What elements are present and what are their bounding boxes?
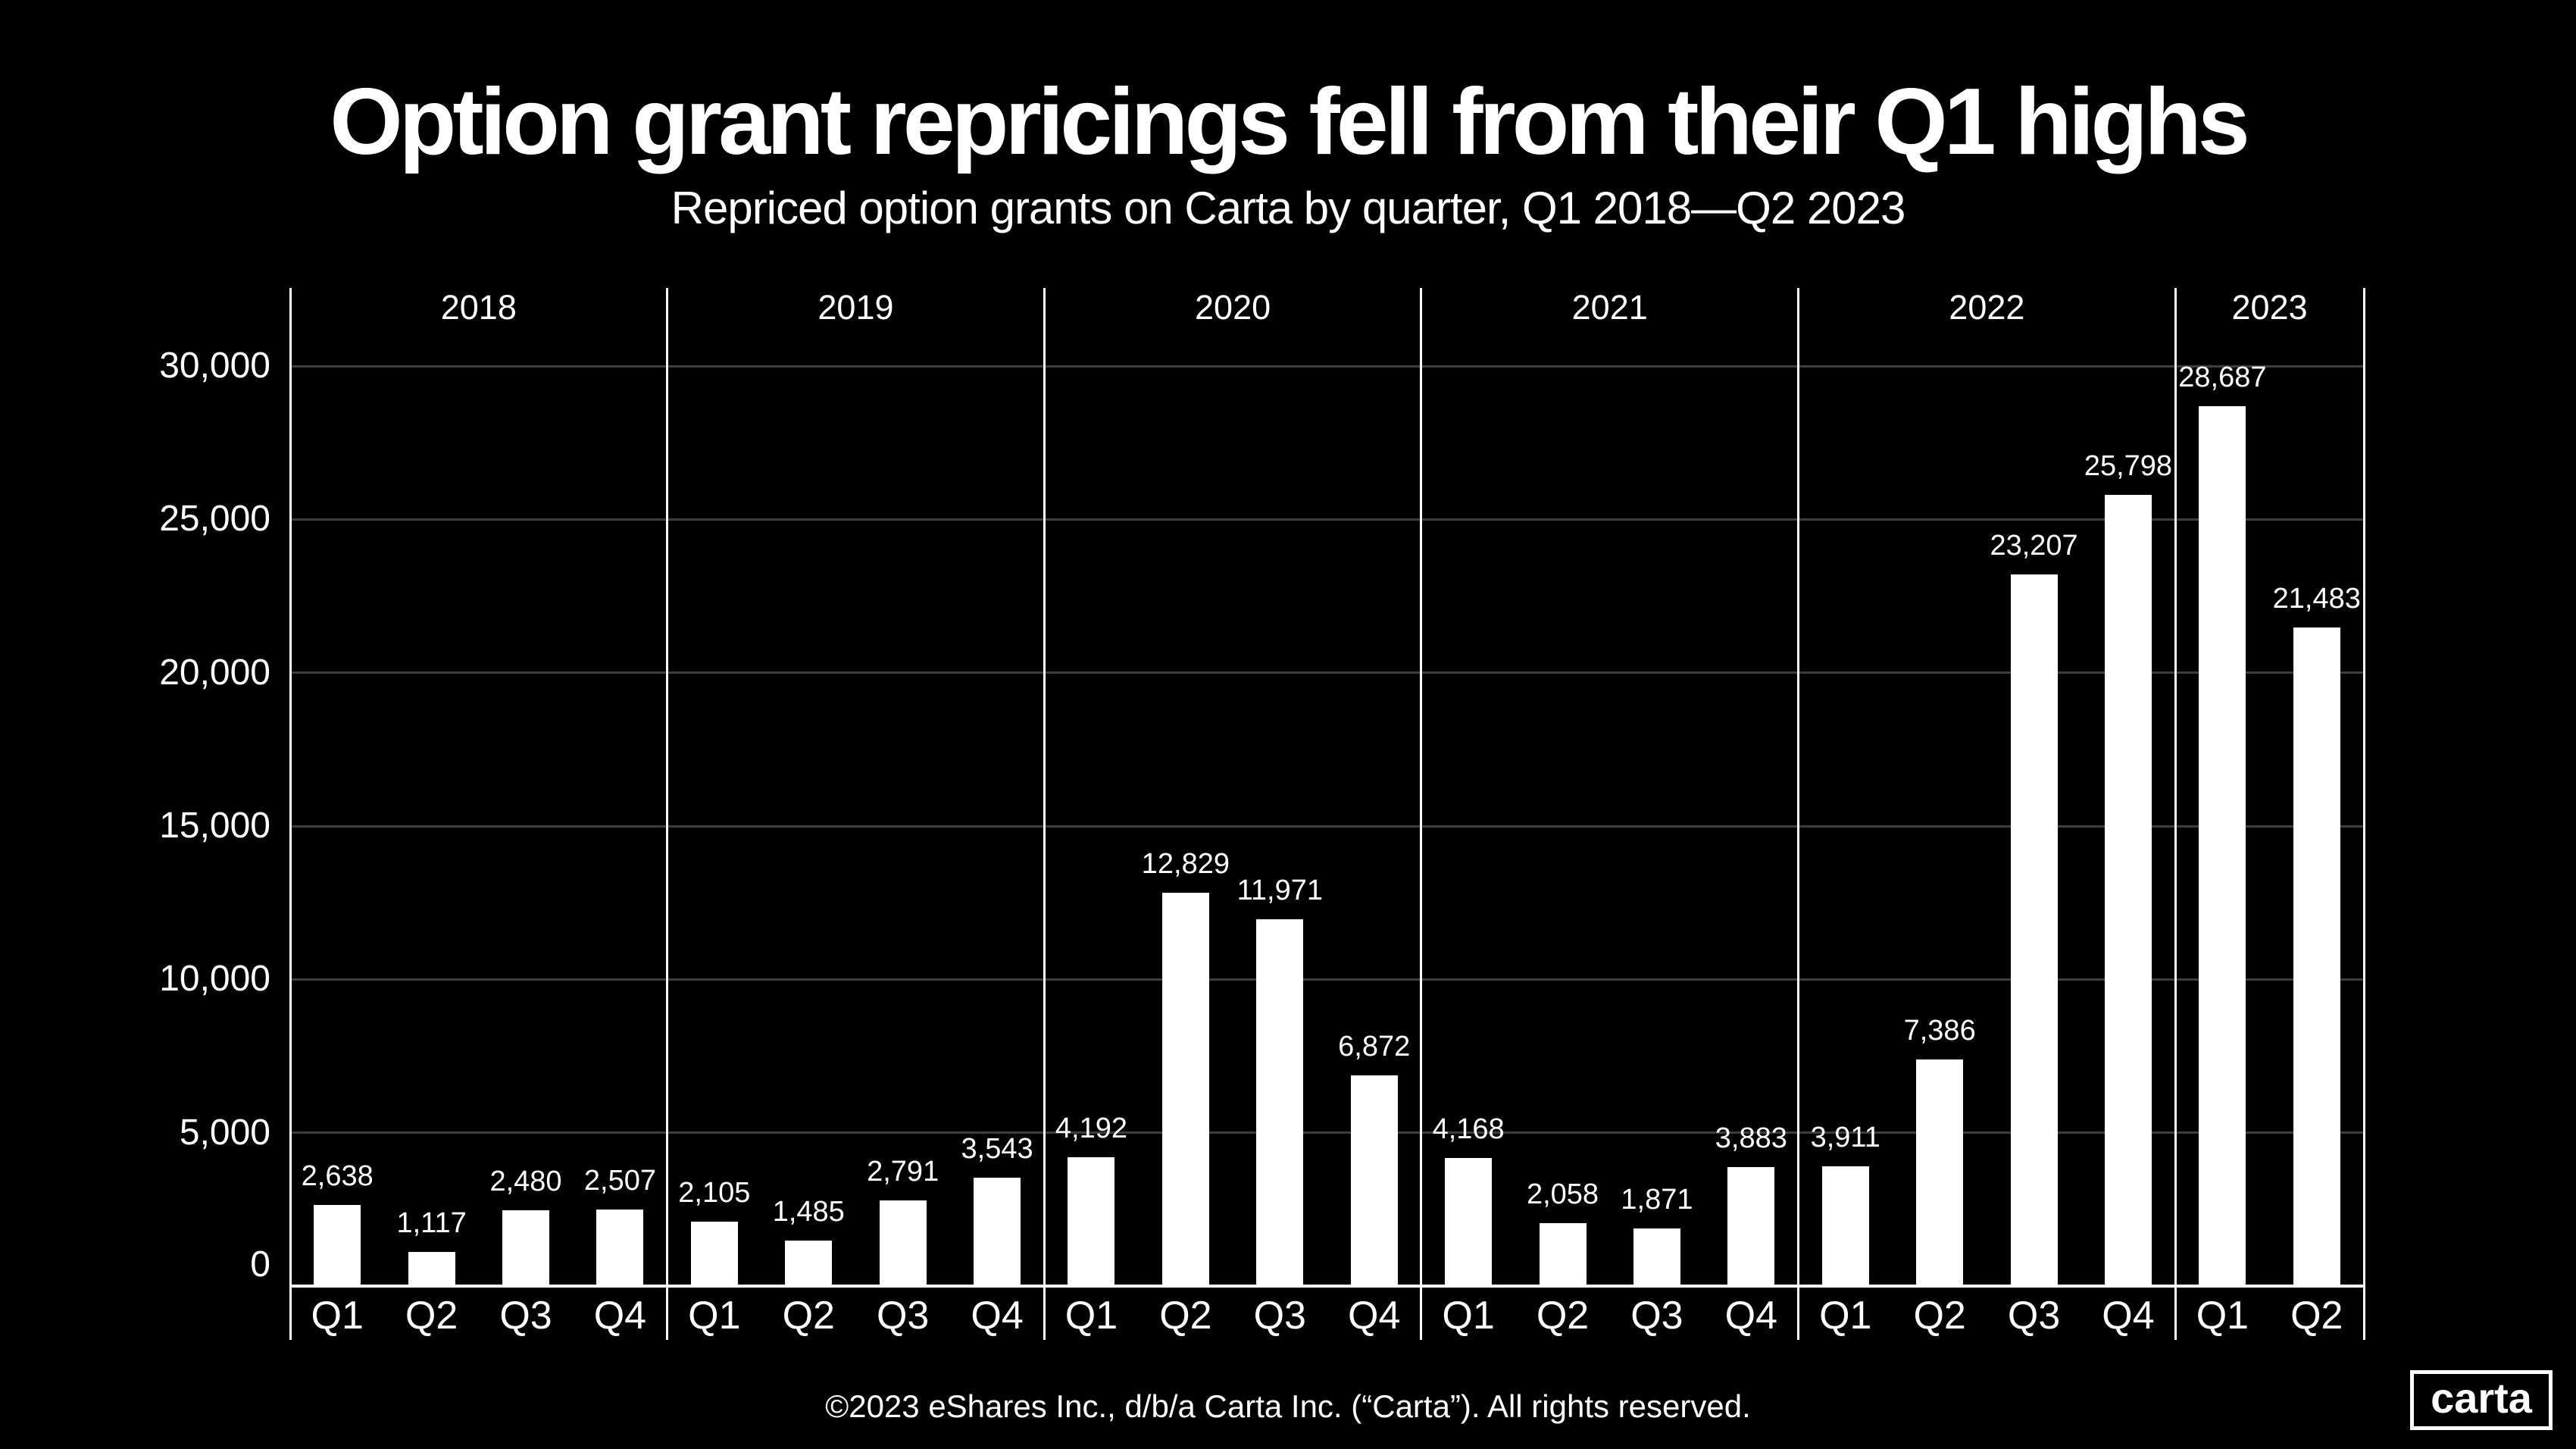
x-axis-tick-label: Q1 <box>1442 1294 1495 1338</box>
year-separator-line <box>1797 288 1800 1340</box>
year-label: 2019 <box>818 288 894 327</box>
bar-value-label: 1,485 <box>772 1196 845 1228</box>
bar-2021-Q3 <box>1633 1228 1680 1286</box>
bar-value-label: 2,638 <box>301 1160 374 1192</box>
bar-2019-Q2 <box>785 1241 833 1286</box>
bar-2018-Q2 <box>408 1252 455 1286</box>
bar-value-label: 7,386 <box>1903 1015 1976 1047</box>
year-separator-line <box>1420 288 1423 1340</box>
x-axis-tick-label: Q4 <box>1724 1294 1778 1338</box>
y-axis-tick-label: 20,000 <box>159 652 270 693</box>
bar-value-label: 11,971 <box>1236 875 1323 906</box>
bar-2019-Q1 <box>690 1222 738 1286</box>
bar-value-label: 4,168 <box>1432 1113 1505 1145</box>
grid-line <box>290 365 2364 368</box>
bar-2020-Q3 <box>1256 919 1304 1286</box>
bar-2018-Q3 <box>502 1210 550 1286</box>
bar-2022-Q1 <box>1821 1166 1869 1286</box>
y-axis-tick-label: 5,000 <box>179 1112 270 1153</box>
bar-value-label: 25,798 <box>2084 450 2173 482</box>
x-axis-tick-label: Q2 <box>2290 1294 2343 1338</box>
bar-value-label: 2,507 <box>583 1165 656 1197</box>
x-axis-tick-label: Q3 <box>2007 1294 2061 1338</box>
carta-logo: carta <box>2410 1370 2553 1430</box>
carta-logo-text: carta <box>2431 1374 2532 1422</box>
grid-line <box>290 518 2364 521</box>
y-axis-tick-label: 15,000 <box>159 806 270 846</box>
bar-2020-Q4 <box>1350 1075 1398 1286</box>
y-axis-tick-label: 10,000 <box>159 959 270 1000</box>
page-title: Option grant repricings fell from their … <box>330 70 2250 174</box>
bar-value-label: 2,480 <box>489 1166 562 1197</box>
x-axis-tick-label: Q4 <box>1348 1294 1401 1338</box>
x-axis-tick-label: Q2 <box>1536 1294 1590 1338</box>
x-axis-tick-label: Q3 <box>499 1294 552 1338</box>
year-separator-line <box>666 288 669 1340</box>
bar-2022-Q3 <box>2010 574 2058 1286</box>
x-axis-tick-label: Q2 <box>782 1294 835 1338</box>
year-label: 2020 <box>1195 288 1271 327</box>
x-axis-line <box>290 1285 2364 1288</box>
bar-value-label: 3,911 <box>1810 1122 1880 1153</box>
x-axis-tick-label: Q4 <box>2102 1294 2155 1338</box>
x-axis-tick-label: Q2 <box>1913 1294 1966 1338</box>
bar-value-label: 4,192 <box>1055 1113 1128 1144</box>
bar-2018-Q1 <box>314 1205 361 1286</box>
grid-line <box>290 825 2364 828</box>
copyright-text: ©2023 eShares Inc., d/b/a Carta Inc. (“C… <box>825 1388 1751 1424</box>
grid-line <box>290 1131 2364 1134</box>
x-axis-tick-label: Q1 <box>1819 1294 1872 1338</box>
x-axis-tick-label: Q1 <box>2196 1294 2249 1338</box>
bar-2021-Q2 <box>1539 1223 1587 1286</box>
year-label: 2022 <box>1949 288 2025 327</box>
x-axis-tick-label: Q3 <box>876 1294 930 1338</box>
bar-value-label: 12,829 <box>1141 848 1230 880</box>
bar-value-label: 23,207 <box>1990 530 2078 562</box>
y-axis-tick-label: 25,000 <box>159 499 270 540</box>
x-axis-tick-label: Q3 <box>1253 1294 1306 1338</box>
x-axis-tick-label: Q1 <box>1064 1294 1118 1338</box>
bar-2020-Q1 <box>1068 1157 1115 1286</box>
year-label: 2023 <box>2231 288 2308 327</box>
bar-2023-Q2 <box>2293 627 2340 1286</box>
bar-2022-Q2 <box>1916 1059 1964 1286</box>
year-label: 2021 <box>1571 288 1648 327</box>
bar-value-label: 21,483 <box>2272 583 2361 615</box>
x-axis-tick-label: Q4 <box>593 1294 647 1338</box>
x-axis-tick-label: Q2 <box>405 1294 458 1338</box>
bar-value-label: 2,058 <box>1526 1178 1599 1210</box>
bar-2020-Q2 <box>1161 893 1209 1286</box>
year-label: 2018 <box>440 288 517 327</box>
bar-2023-Q1 <box>2199 406 2246 1286</box>
bar-2019-Q3 <box>879 1200 927 1286</box>
bar-value-label: 3,543 <box>961 1133 1033 1165</box>
bar-value-label: 2,105 <box>678 1177 751 1209</box>
x-axis-tick-label: Q3 <box>1630 1294 1683 1338</box>
y-axis-line <box>289 288 292 1340</box>
bar-2021-Q1 <box>1445 1158 1493 1286</box>
year-separator-line <box>1043 288 1046 1340</box>
plot-right-border <box>2362 288 2365 1340</box>
bar-value-label: 1,117 <box>396 1207 467 1239</box>
x-axis-tick-label: Q4 <box>971 1294 1024 1338</box>
bar-2018-Q4 <box>596 1210 644 1286</box>
grid-line <box>290 978 2364 981</box>
chart-subtitle: Repriced option grants on Carta by quart… <box>671 183 1906 233</box>
y-axis-tick-label: 30,000 <box>159 346 270 386</box>
y-axis-tick-label: 0 <box>250 1244 270 1285</box>
x-axis-tick-label: Q2 <box>1159 1294 1212 1338</box>
bar-value-label: 6,872 <box>1338 1031 1411 1062</box>
bar-value-label: 3,883 <box>1715 1122 1787 1154</box>
bar-2022-Q4 <box>2104 495 2152 1286</box>
year-separator-line <box>2174 288 2177 1340</box>
grid-line <box>290 671 2364 674</box>
bar-value-label: 28,687 <box>2178 361 2267 393</box>
x-axis-tick-label: Q1 <box>688 1294 741 1338</box>
bar-2019-Q4 <box>974 1178 1021 1286</box>
bar-value-label: 1,871 <box>1621 1184 1693 1216</box>
x-axis-tick-label: Q1 <box>311 1294 364 1338</box>
bar-value-label: 2,791 <box>867 1156 939 1188</box>
bar-2021-Q4 <box>1727 1167 1775 1286</box>
